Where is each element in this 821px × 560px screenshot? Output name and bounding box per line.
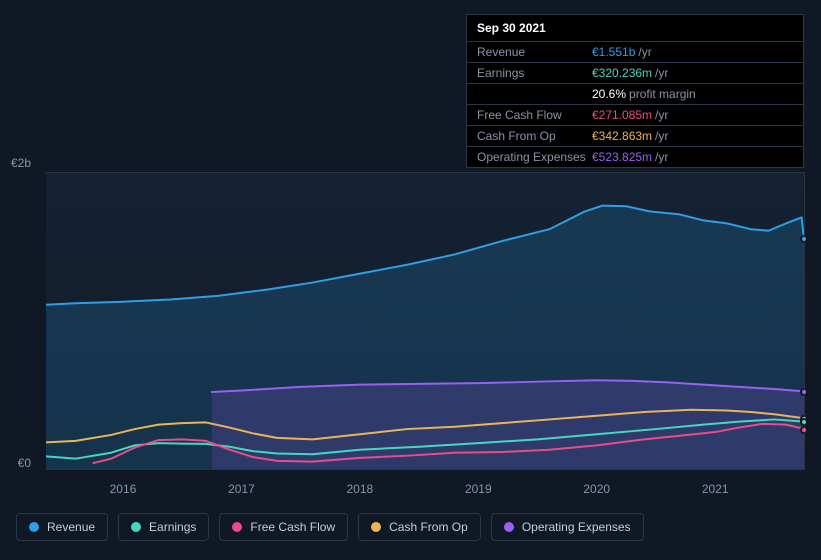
legend-label: Cash From Op bbox=[389, 520, 468, 534]
tooltip-suffix: /yr bbox=[655, 66, 668, 80]
x-axis-tick: 2021 bbox=[702, 482, 729, 496]
legend-label: Operating Expenses bbox=[522, 520, 631, 534]
tooltip-label: Operating Expenses bbox=[477, 150, 592, 164]
legend-swatch bbox=[131, 522, 141, 532]
tooltip-row: Earnings€320.236m/yr bbox=[467, 63, 803, 84]
legend-swatch bbox=[29, 522, 39, 532]
legend-item-operating-expenses[interactable]: Operating Expenses bbox=[491, 513, 644, 541]
legend-item-free-cash-flow[interactable]: Free Cash Flow bbox=[219, 513, 348, 541]
x-axis-tick: 2020 bbox=[583, 482, 610, 496]
tooltip-value: €1.551b bbox=[592, 45, 635, 59]
tooltip-value: €320.236m bbox=[592, 66, 652, 80]
legend-swatch bbox=[371, 522, 381, 532]
legend-swatch bbox=[504, 522, 514, 532]
tooltip-value: €523.825m bbox=[592, 150, 652, 164]
chart-legend: Revenue Earnings Free Cash Flow Cash From O… bbox=[16, 513, 644, 541]
tooltip-row: Cash From Op€342.863m/yr bbox=[467, 126, 803, 147]
tooltip-suffix: /yr bbox=[655, 150, 668, 164]
x-axis: 2016 2017 2018 2019 2020 2021 bbox=[46, 478, 804, 498]
tooltip-value: €342.863m bbox=[592, 129, 652, 143]
legend-item-earnings[interactable]: Earnings bbox=[118, 513, 209, 541]
tooltip-value: €271.085m bbox=[592, 108, 652, 122]
tooltip-label: Cash From Op bbox=[477, 129, 592, 143]
y-axis-max: €2b bbox=[0, 156, 31, 170]
legend-label: Free Cash Flow bbox=[250, 520, 335, 534]
tooltip-label: Free Cash Flow bbox=[477, 108, 592, 122]
tooltip-value: 20.6% bbox=[592, 87, 626, 101]
tooltip-row: Revenue€1.551b/yr bbox=[467, 42, 803, 63]
tooltip-date: Sep 30 2021 bbox=[467, 15, 803, 42]
tooltip-suffix: /yr bbox=[638, 45, 651, 59]
tooltip-suffix: profit margin bbox=[629, 87, 696, 101]
tooltip-label bbox=[477, 87, 592, 101]
y-axis-min: €0 bbox=[0, 456, 31, 470]
tooltip-row: 20.6%profit margin bbox=[467, 84, 803, 105]
tooltip-row: Operating Expenses€523.825m/yr bbox=[467, 147, 803, 167]
x-axis-tick: 2017 bbox=[228, 482, 255, 496]
legend-label: Revenue bbox=[47, 520, 95, 534]
hover-guideline bbox=[804, 172, 805, 470]
chart-tooltip: Sep 30 2021 Revenue€1.551b/yrEarnings€32… bbox=[466, 14, 804, 168]
financial-chart: Sep 30 2021 Revenue€1.551b/yrEarnings€32… bbox=[0, 0, 821, 560]
x-axis-tick: 2019 bbox=[465, 482, 492, 496]
tooltip-row: Free Cash Flow€271.085m/yr bbox=[467, 105, 803, 126]
x-axis-tick: 2016 bbox=[110, 482, 137, 496]
legend-item-revenue[interactable]: Revenue bbox=[16, 513, 108, 541]
legend-swatch bbox=[232, 522, 242, 532]
tooltip-suffix: /yr bbox=[655, 108, 668, 122]
tooltip-label: Earnings bbox=[477, 66, 592, 80]
x-axis-tick: 2018 bbox=[347, 482, 374, 496]
chart-plot-area[interactable] bbox=[46, 172, 804, 470]
tooltip-suffix: /yr bbox=[655, 129, 668, 143]
legend-label: Earnings bbox=[149, 520, 196, 534]
legend-item-cash-from-op[interactable]: Cash From Op bbox=[358, 513, 481, 541]
tooltip-label: Revenue bbox=[477, 45, 592, 59]
